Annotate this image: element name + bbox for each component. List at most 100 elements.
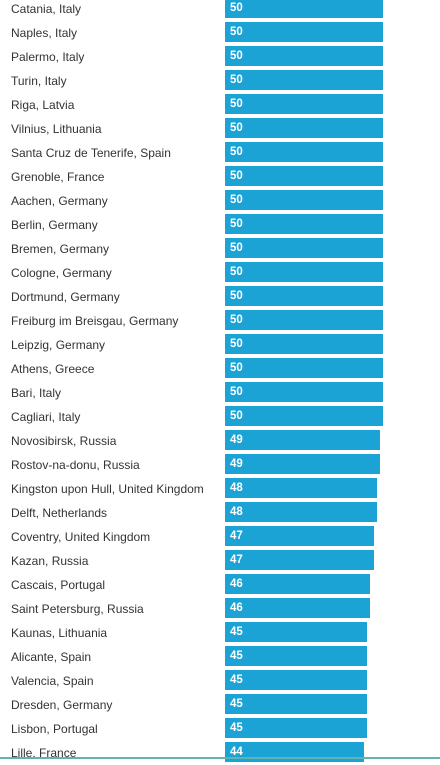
value-label: 48 (230, 482, 243, 494)
bar (225, 622, 367, 642)
chart-row: Valencia, Spain 45 (0, 669, 440, 693)
category-label: Kingston upon Hull, United Kingdom (11, 482, 204, 496)
value-label: 50 (230, 290, 243, 302)
value-label: 47 (230, 554, 243, 566)
chart-row: Cagliari, Italy 50 (0, 405, 440, 429)
category-label: Grenoble, France (11, 170, 105, 184)
category-label: Athens, Greece (11, 362, 95, 376)
bar (225, 310, 383, 330)
value-label: 50 (230, 314, 243, 326)
chart-row: Freiburg im Breisgau, Germany 50 (0, 309, 440, 333)
value-label: 48 (230, 506, 243, 518)
category-label: Turin, Italy (11, 74, 67, 88)
chart-row: Turin, Italy 50 (0, 69, 440, 93)
value-label: 45 (230, 674, 243, 686)
category-label: Alicante, Spain (11, 650, 92, 664)
category-label: Aachen, Germany (11, 194, 108, 208)
category-label: Lisbon, Portugal (11, 722, 98, 736)
category-label: Catania, Italy (11, 2, 82, 16)
value-label: 50 (230, 410, 243, 422)
chart-row: Palermo, Italy 50 (0, 45, 440, 69)
bar (225, 670, 367, 690)
value-label: 50 (230, 218, 243, 230)
bar (225, 454, 380, 474)
category-label: Vilnius, Lithuania (11, 122, 102, 136)
bar (225, 406, 383, 426)
bar (225, 742, 364, 762)
category-label: Naples, Italy (11, 26, 78, 40)
chart-row: Naples, Italy 50 (0, 21, 440, 45)
value-label: 50 (230, 386, 243, 398)
category-label: Cagliari, Italy (11, 410, 81, 424)
bar (225, 646, 367, 666)
category-label: Cologne, Germany (11, 266, 112, 280)
category-label: Bari, Italy (11, 386, 62, 400)
category-label: Valencia, Spain (11, 674, 94, 688)
bar (225, 238, 383, 258)
value-label: 50 (230, 26, 243, 38)
category-label: Freiburg im Breisgau, Germany (11, 314, 179, 328)
chart-row: Delft, Netherlands 48 (0, 501, 440, 525)
bar (225, 214, 383, 234)
chart-row: Leipzig, Germany 50 (0, 333, 440, 357)
chart-row: Cologne, Germany 50 (0, 261, 440, 285)
chart-row: Novosibirsk, Russia 49 (0, 429, 440, 453)
value-label: 45 (230, 698, 243, 710)
category-label: Santa Cruz de Tenerife, Spain (11, 146, 171, 160)
bar (225, 598, 370, 618)
bar (225, 574, 370, 594)
value-label: 45 (230, 626, 243, 638)
bar (225, 718, 367, 738)
bar (225, 262, 383, 282)
value-label: 50 (230, 362, 243, 374)
category-label: Cascais, Portugal (11, 578, 106, 592)
category-label: Dortmund, Germany (11, 290, 120, 304)
value-label: 45 (230, 722, 243, 734)
bar (225, 502, 377, 522)
value-label: 46 (230, 578, 243, 590)
bar (225, 526, 374, 546)
chart-row: Cascais, Portugal 46 (0, 573, 440, 597)
chart-row: Rostov-na-donu, Russia 49 (0, 453, 440, 477)
category-label: Leipzig, Germany (11, 338, 106, 352)
bar (225, 0, 383, 18)
chart-row: Berlin, Germany 50 (0, 213, 440, 237)
category-label: Palermo, Italy (11, 50, 85, 64)
bar (225, 142, 383, 162)
chart-row: Santa Cruz de Tenerife, Spain 50 (0, 141, 440, 165)
category-label: Berlin, Germany (11, 218, 98, 232)
category-label: Saint Petersburg, Russia (11, 602, 144, 616)
chart-row: Lisbon, Portugal 45 (0, 717, 440, 741)
value-label: 50 (230, 266, 243, 278)
chart-row: Coventry, United Kingdom 47 (0, 525, 440, 549)
bar (225, 550, 374, 570)
chart-row: Bari, Italy 50 (0, 381, 440, 405)
bar (225, 358, 383, 378)
category-label: Coventry, United Kingdom (11, 530, 151, 544)
chart-row: Kingston upon Hull, United Kingdom 48 (0, 477, 440, 501)
chart-row: Grenoble, France 50 (0, 165, 440, 189)
bottom-divider (0, 757, 440, 759)
category-label: Delft, Netherlands (11, 506, 108, 520)
bar (225, 166, 383, 186)
bar (225, 22, 383, 42)
bar (225, 94, 383, 114)
bar (225, 46, 383, 66)
value-label: 50 (230, 170, 243, 182)
value-label: 44 (230, 746, 243, 758)
category-label: Riga, Latvia (11, 98, 75, 112)
value-label: 50 (230, 50, 243, 62)
value-label: 45 (230, 650, 243, 662)
chart-row: Saint Petersburg, Russia 46 (0, 597, 440, 621)
chart-row: Kazan, Russia 47 (0, 549, 440, 573)
chart-row: Alicante, Spain 45 (0, 645, 440, 669)
chart-row: Bremen, Germany 50 (0, 237, 440, 261)
category-label: Lille, France (11, 746, 77, 760)
bar (225, 286, 383, 306)
chart-row: Vilnius, Lithuania 50 (0, 117, 440, 141)
category-label: Novosibirsk, Russia (11, 434, 117, 448)
category-label: Dresden, Germany (11, 698, 113, 712)
chart-row: Athens, Greece 50 (0, 357, 440, 381)
category-label: Bremen, Germany (11, 242, 110, 256)
